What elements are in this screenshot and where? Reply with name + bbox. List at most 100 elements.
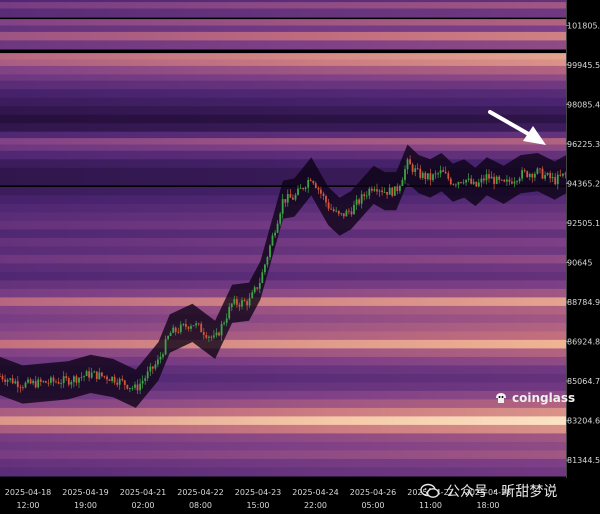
candle-body <box>452 184 455 185</box>
candle-body <box>103 376 106 377</box>
candle-body <box>190 326 192 329</box>
candle-body <box>559 174 562 176</box>
candle-body <box>337 210 340 214</box>
x-tick-time: 02:00 <box>131 501 154 510</box>
wechat-icon <box>420 483 440 498</box>
candle-body <box>330 208 332 210</box>
candle-body <box>24 382 27 388</box>
candle-body <box>192 325 195 327</box>
y-tick-label: 83204.6 <box>567 417 600 426</box>
candle-body <box>230 303 233 308</box>
candle-body <box>368 188 371 196</box>
heatmap-band <box>0 131 566 141</box>
candle-body <box>67 378 70 385</box>
candle-body <box>467 178 470 180</box>
coinglass-logo-icon <box>496 393 506 403</box>
candle-body <box>304 187 307 189</box>
candle-body <box>274 232 276 236</box>
heatmap-band <box>0 263 566 273</box>
candle-body <box>1 376 4 380</box>
candle-body <box>65 376 68 379</box>
candle-body <box>225 318 228 323</box>
candle-body <box>169 332 172 336</box>
candle-body <box>348 210 350 212</box>
heatmap-bands <box>0 0 566 477</box>
heatmap-band <box>0 382 566 392</box>
candle-body <box>83 376 85 377</box>
annotation-arrow <box>488 110 546 145</box>
candle-body <box>73 376 75 382</box>
heatmap-band <box>0 254 566 264</box>
candle-body <box>483 178 485 181</box>
candle-body <box>111 376 113 381</box>
candle-body <box>253 287 256 293</box>
y-tick-label: 92505.1 <box>567 219 600 228</box>
candle-body <box>503 179 506 182</box>
candle-body <box>404 169 406 180</box>
candle-body <box>261 272 264 283</box>
candle-body <box>9 378 12 380</box>
heatmap-band <box>0 271 566 281</box>
heatmap-band <box>0 246 566 256</box>
x-tick-date: 2025-04-19 <box>62 488 109 497</box>
candle-body <box>126 384 129 389</box>
heatmap-band <box>0 106 566 116</box>
candle-body <box>205 335 208 338</box>
heatmap-band <box>0 2 566 12</box>
candle-body <box>562 173 564 176</box>
candle-body <box>144 378 147 381</box>
candle-body <box>164 339 167 355</box>
y-tick-label: 81344.5 <box>567 456 600 465</box>
candle-body <box>470 178 473 184</box>
heatmap-band <box>0 424 566 434</box>
candle-body <box>177 331 180 333</box>
candle-body <box>157 359 159 365</box>
heatmap-band <box>0 138 566 148</box>
heatmap-band <box>0 159 566 169</box>
candle-body <box>332 209 335 212</box>
y-tick-label: 99945.5 <box>567 61 600 70</box>
candle-body <box>264 264 266 273</box>
candle-body <box>500 179 503 181</box>
x-tick-date: 2025-04-18 <box>5 488 52 497</box>
heatmap-band <box>0 40 566 50</box>
y-tick-label: 86924.8 <box>567 338 600 347</box>
heatmap-band <box>0 144 566 154</box>
heatmap-band <box>0 399 566 409</box>
x-tick-date: 2025-04-24 <box>292 488 339 497</box>
candle-body <box>121 378 124 381</box>
candle-body <box>289 194 292 198</box>
candle-body <box>108 379 111 381</box>
heatmap-band <box>0 31 566 41</box>
candle-body <box>233 299 236 304</box>
heatmap-band <box>0 65 566 75</box>
candle-body <box>516 181 518 183</box>
candle-body <box>118 378 121 385</box>
candle-body <box>307 179 310 188</box>
candle-body <box>363 194 366 197</box>
candle-body <box>44 381 47 383</box>
candle-body <box>78 377 80 383</box>
candle-body <box>88 371 90 378</box>
candle-body <box>401 179 404 186</box>
candle-body <box>149 366 152 372</box>
candle-body <box>0 376 1 377</box>
heatmap-band <box>0 123 566 133</box>
candle-body <box>465 179 467 183</box>
x-tick-date: 2025-04-21 <box>120 488 167 497</box>
candle-body <box>399 185 401 192</box>
x-tick-time: 05:00 <box>361 501 384 510</box>
candle-body <box>521 170 523 179</box>
candle-body <box>93 371 96 373</box>
y-tick-label: 88784.9 <box>567 298 600 307</box>
candle-body <box>342 213 345 217</box>
y-axis: 101805.6 99945.5 98085.4 96225.3 94365.2 9250… <box>566 0 600 514</box>
candle-body <box>518 178 521 182</box>
y-tick-label: 94365.2 <box>567 179 600 188</box>
candle-body <box>243 300 246 302</box>
coinglass-brand: coinglass <box>494 391 575 405</box>
candle-body <box>241 300 243 307</box>
candle-body <box>37 379 40 388</box>
candle-body <box>564 173 567 175</box>
candle-body <box>480 178 483 183</box>
